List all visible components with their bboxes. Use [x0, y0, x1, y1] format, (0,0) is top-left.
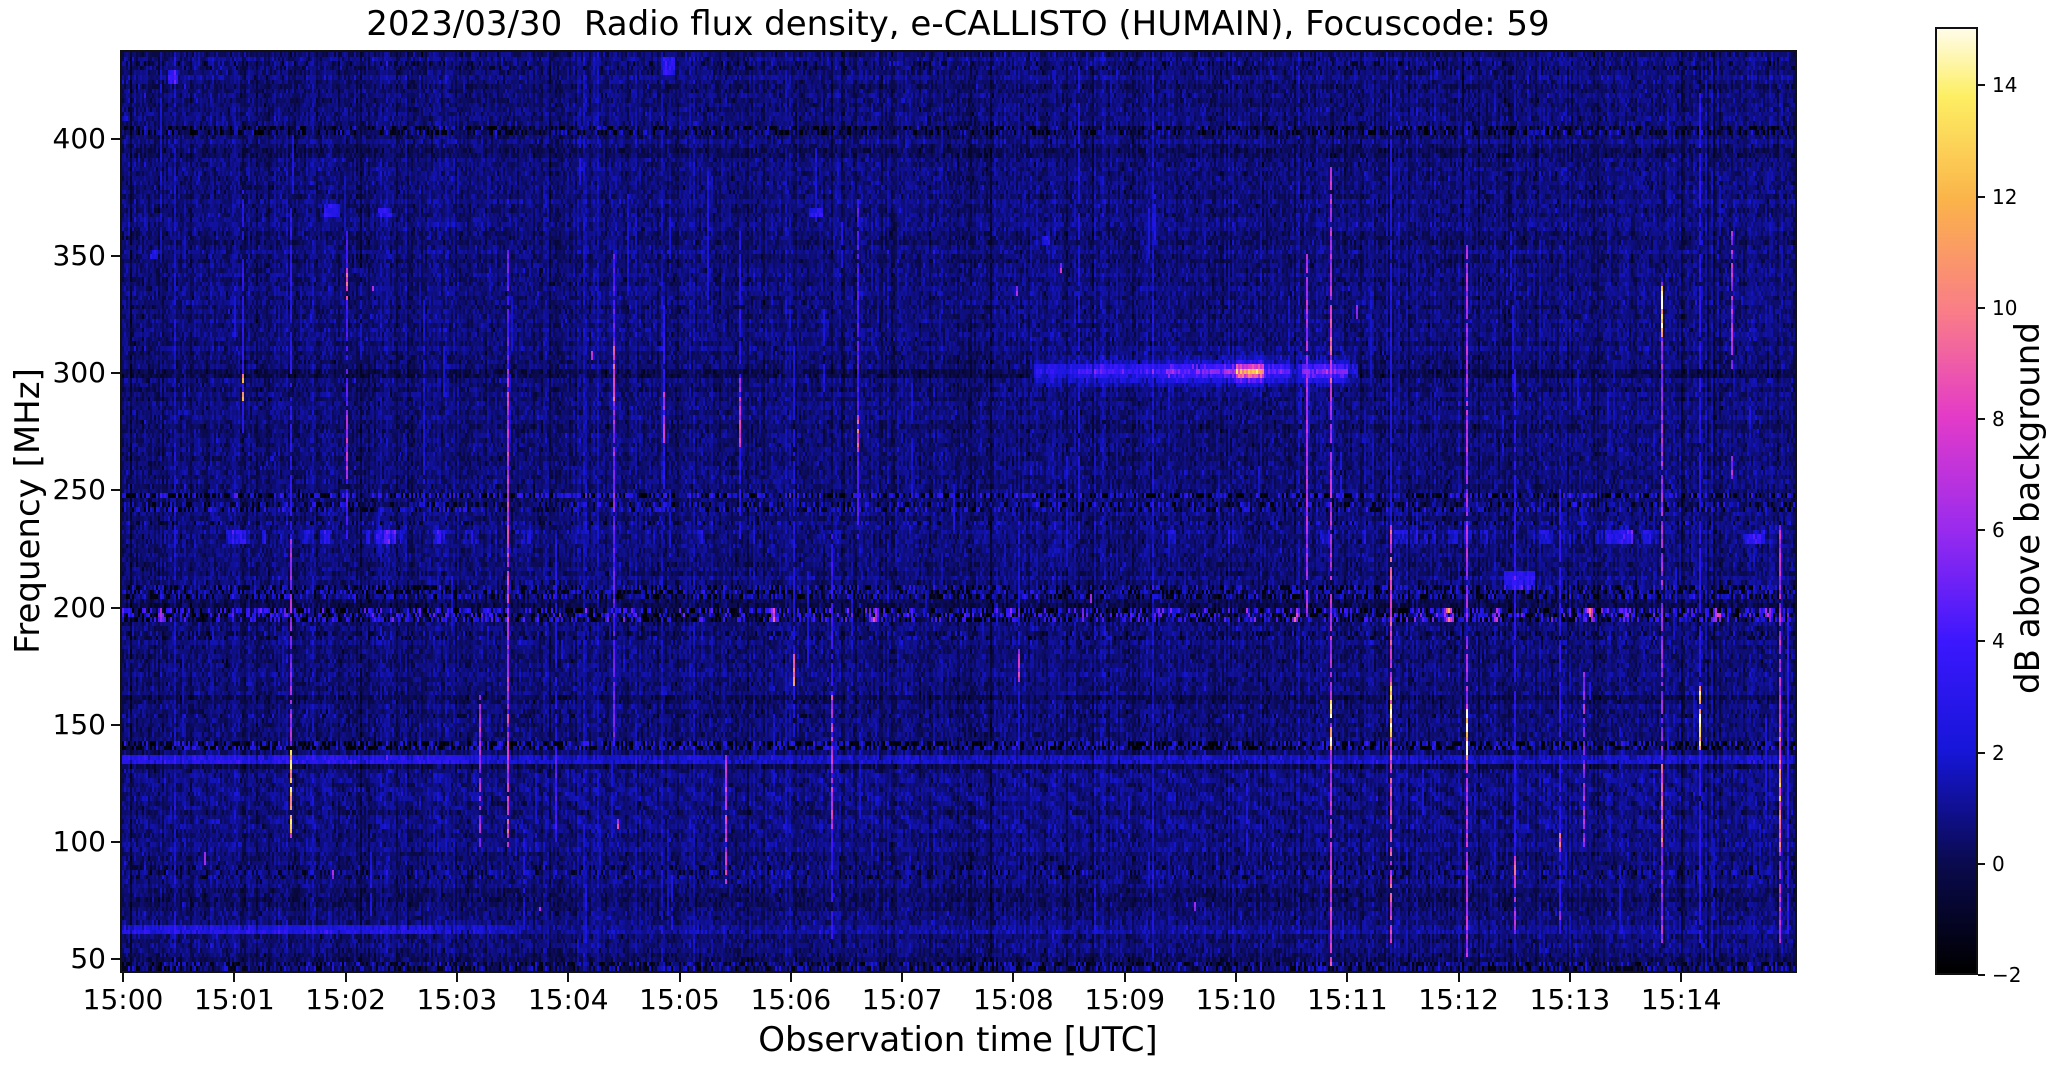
y-axis-tick: [111, 840, 120, 843]
x-axis-tick-label: 15:01: [193, 983, 275, 1016]
y-axis-tick: [111, 723, 120, 726]
x-axis-tick: [1568, 973, 1571, 982]
colorbar-tick-label: 0: [1992, 851, 2005, 876]
x-axis-tick: [1346, 973, 1349, 982]
y-axis-label: Frequency [MHz]: [8, 368, 48, 654]
x-axis-tick: [122, 973, 124, 982]
y-axis-tick-label: 200: [52, 590, 106, 624]
chart-title: 2023/03/30 Radio flux density, e-CALLIST…: [366, 4, 1550, 44]
x-axis-tick-label: 15:05: [639, 983, 720, 1016]
x-axis-tick: [1680, 973, 1683, 982]
y-axis-tick-label: 50: [70, 942, 106, 976]
x-axis-tick-label: 15:12: [1418, 983, 1499, 1016]
colorbar-tick-label: 12: [1992, 184, 2018, 209]
colorbar-tick: [1978, 529, 1985, 532]
x-axis-tick-label: 15:04: [527, 983, 609, 1016]
colorbar-tick: [1978, 417, 1985, 420]
y-axis-tick: [111, 958, 120, 961]
colorbar-tick-label: −2: [1992, 963, 2022, 987]
colorbar-label: dB above background: [2008, 322, 2048, 694]
colorbar-tick: [1978, 195, 1985, 198]
colorbar-tick: [1978, 862, 1985, 865]
x-axis-tick: [1457, 973, 1460, 982]
colorbar-tick: [1978, 974, 1985, 976]
x-axis-tick-label: 15:02: [305, 983, 386, 1016]
x-axis-tick-label: 15:09: [1084, 983, 1166, 1016]
x-axis-tick: [1012, 973, 1015, 982]
x-axis-tick-label: 15:07: [861, 983, 943, 1016]
y-axis-tick: [111, 606, 120, 609]
x-axis-tick-label: 15:03: [416, 983, 498, 1016]
colorbar-tick: [1978, 751, 1985, 754]
x-axis-tick: [233, 973, 236, 982]
x-axis-tick-label: 15:14: [1640, 983, 1722, 1016]
x-axis-tick: [344, 973, 347, 982]
y-axis-tick-label: 300: [52, 356, 106, 390]
y-axis-tick-label: 100: [52, 824, 106, 858]
x-axis-tick: [455, 973, 458, 982]
y-axis-tick: [111, 255, 120, 258]
colorbar-tick-label: 10: [1992, 295, 2018, 320]
x-axis-tick-label: 15:10: [1195, 983, 1277, 1016]
x-axis-tick: [1235, 973, 1237, 982]
x-axis-tick-label: 15:06: [750, 983, 832, 1016]
colorbar-tick-label: 4: [1992, 629, 2005, 654]
y-axis-tick: [111, 138, 120, 140]
colorbar-tick-label: 8: [1992, 406, 2005, 431]
colorbar: [1935, 27, 1978, 975]
y-axis-tick: [111, 489, 120, 492]
x-axis-tick-label: 15:08: [973, 983, 1054, 1016]
colorbar-gradient-canvas: [1937, 29, 1976, 973]
y-axis-tick-label: 150: [52, 707, 106, 741]
x-axis-tick: [567, 973, 570, 982]
x-axis-tick-label: 15:00: [82, 983, 164, 1016]
colorbar-tick-label: 14: [1992, 73, 2018, 98]
spectrogram-canvas: [122, 52, 1795, 971]
x-axis-tick: [789, 973, 792, 982]
y-axis-tick: [111, 372, 120, 375]
x-axis-tick: [1123, 973, 1126, 982]
colorbar-tick: [1978, 640, 1985, 643]
x-axis-tick-label: 15:13: [1529, 983, 1611, 1016]
x-axis-tick-label: 15:11: [1306, 983, 1388, 1016]
x-axis-tick: [901, 973, 904, 982]
y-axis-tick-label: 250: [52, 473, 106, 507]
colorbar-tick-label: 2: [1992, 740, 2005, 765]
colorbar-tick: [1978, 84, 1985, 87]
y-axis-tick-label: 350: [52, 239, 106, 273]
x-axis-tick: [678, 973, 681, 982]
spectrogram-plot: [120, 50, 1797, 973]
x-axis-label: Observation time [UTC]: [758, 1020, 1158, 1060]
y-axis-tick-label: 400: [52, 122, 106, 155]
colorbar-tick: [1978, 306, 1985, 309]
colorbar-tick-label: 6: [1992, 518, 2005, 543]
